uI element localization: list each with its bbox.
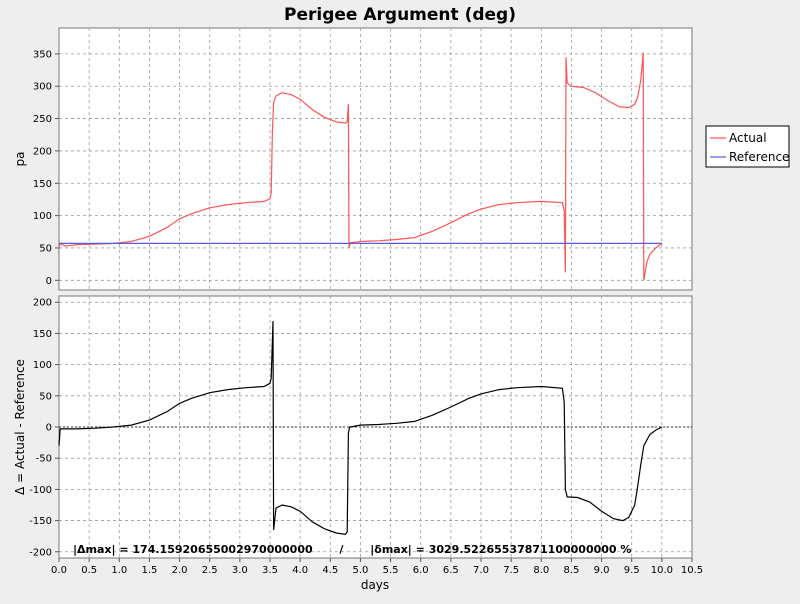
delta-max-annotation: |Δmax| = 174.15920655002970000000 / |δma… (73, 543, 631, 556)
bottom-ytick-label-2: -100 (29, 485, 52, 496)
xtick-label-19: 9.5 (624, 565, 640, 576)
xtick-label-1: 0.5 (81, 565, 97, 576)
xtick-label-6: 3.0 (232, 565, 248, 576)
top-series (58, 52, 663, 281)
top-ytick-label-5: 250 (33, 114, 52, 125)
xtick-label-5: 2.5 (202, 565, 218, 576)
bottom-ytick-label-7: 150 (33, 329, 52, 340)
xtick-label-13: 6.5 (443, 565, 459, 576)
bottom-ytick-label-4: 0 (46, 423, 52, 434)
bottom-y-ticks: -200 -150 -100 -50 0 50 100 150 200 (29, 298, 59, 558)
xtick-label-17: 8.5 (563, 565, 579, 576)
chart-title: Perigee Argument (deg) (284, 5, 516, 25)
top-y-ticks: 0 50 100 150 200 250 300 350 (33, 49, 59, 287)
bottom-ytick-label-5: 50 (39, 391, 52, 402)
xtick-label-7: 3.5 (262, 565, 278, 576)
bottom-series (58, 320, 663, 535)
xtick-label-10: 5.0 (352, 565, 368, 576)
bottom-grid (59, 296, 692, 558)
bottom-series-delta (58, 320, 663, 535)
bottom-ytick-label-6: 100 (33, 360, 52, 371)
top-ytick-label-2: 100 (33, 211, 52, 222)
xtick-label-2: 1.0 (111, 565, 127, 576)
bottom-ytick-label-1: -150 (29, 516, 52, 527)
top-ytick-label-7: 350 (33, 49, 52, 60)
top-series-actual (58, 52, 663, 281)
legend-item-reference: Reference (729, 150, 789, 164)
top-ytick-label-3: 150 (33, 179, 52, 190)
legend-item-actual: Actual (729, 131, 767, 145)
xtick-label-11: 5.5 (383, 565, 399, 576)
xtick-label-20: 10.0 (651, 565, 673, 576)
top-plot-area (58, 27, 693, 291)
x-ticks: 0.0 0.5 1.0 1.5 2.0 2.5 3.0 3.5 4.0 4.5 5.0 5.5 6.0 6… (51, 558, 703, 576)
top-ytick-label-1: 50 (39, 243, 52, 254)
legend: Actual Reference (705, 125, 790, 168)
bottom-ytick-label-0: -200 (29, 547, 52, 558)
top-ytick-label-0: 0 (46, 276, 52, 287)
top-grid (59, 28, 692, 290)
xtick-label-9: 4.5 (322, 565, 338, 576)
bottom-ytick-label-8: 200 (33, 298, 52, 309)
bottom-y-label: Δ = Actual - Reference (13, 359, 27, 495)
xtick-label-4: 2.0 (172, 565, 188, 576)
legend-box (705, 125, 790, 168)
xtick-label-15: 7.5 (503, 565, 519, 576)
xtick-label-3: 1.5 (141, 565, 157, 576)
xtick-label-21: 10.5 (681, 565, 703, 576)
xtick-label-12: 6.0 (413, 565, 429, 576)
xtick-label-14: 7.0 (473, 565, 489, 576)
xtick-label-0: 0.0 (51, 565, 67, 576)
top-ytick-label-4: 200 (33, 146, 52, 157)
bottom-ytick-label-3: -50 (36, 454, 52, 465)
xtick-label-16: 8.0 (533, 565, 549, 576)
top-y-label: pa (13, 152, 27, 167)
xtick-label-8: 4.0 (292, 565, 308, 576)
xtick-label-18: 9.0 (594, 565, 610, 576)
top-ytick-label-6: 300 (33, 82, 52, 93)
x-axis-label: days (361, 578, 389, 592)
